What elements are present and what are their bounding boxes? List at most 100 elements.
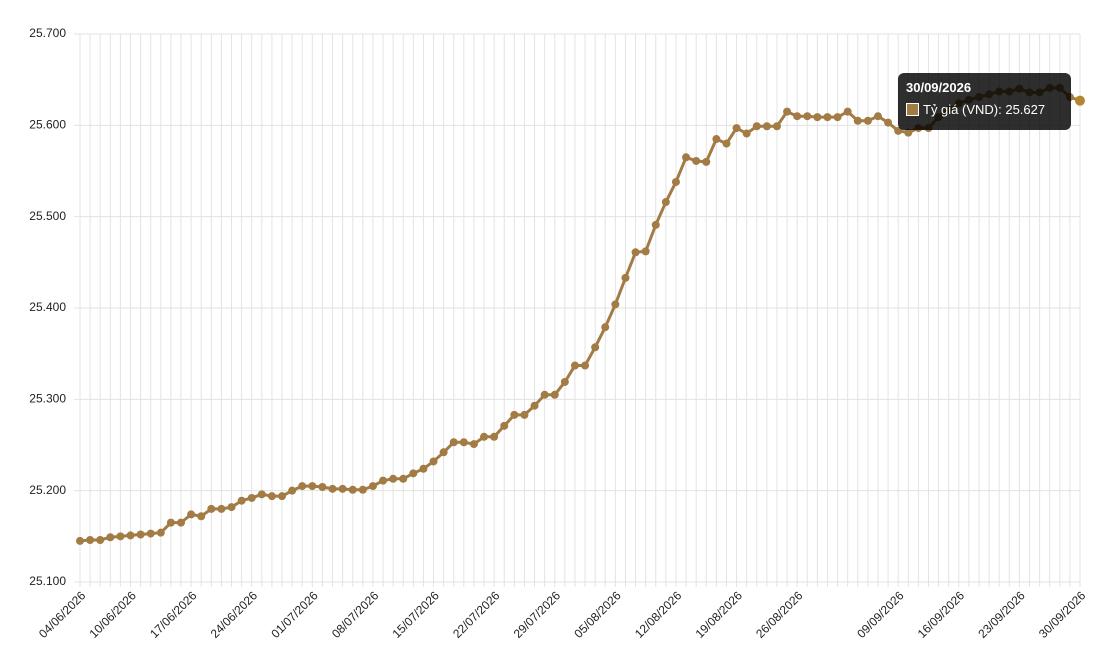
point bbox=[692, 156, 701, 165]
point bbox=[793, 112, 802, 121]
point bbox=[348, 485, 357, 494]
point bbox=[227, 503, 236, 512]
y-tick-label: 25.400 bbox=[29, 300, 66, 314]
point bbox=[651, 220, 660, 229]
point bbox=[267, 492, 276, 501]
point bbox=[86, 535, 95, 544]
x-tick-label: 23/09/2026 bbox=[975, 588, 1028, 641]
point bbox=[510, 410, 519, 419]
x-tick-label: 09/09/2026 bbox=[854, 588, 907, 641]
point bbox=[217, 504, 226, 513]
x-tick-label: 22/07/2026 bbox=[450, 588, 503, 641]
tooltip: 30/09/2026 Tỷ giá (VND): 25.627 bbox=[898, 73, 1071, 130]
point bbox=[570, 361, 579, 370]
point bbox=[550, 390, 559, 399]
line bbox=[79, 86, 1081, 543]
point bbox=[904, 128, 913, 137]
point bbox=[803, 112, 812, 121]
point bbox=[247, 493, 256, 502]
point bbox=[76, 536, 84, 545]
point bbox=[661, 198, 670, 207]
y-tick-label: 25.300 bbox=[29, 392, 66, 406]
point bbox=[823, 113, 832, 122]
point bbox=[631, 248, 640, 257]
point bbox=[146, 529, 155, 538]
point bbox=[257, 490, 266, 499]
point bbox=[581, 361, 590, 370]
point bbox=[742, 129, 751, 138]
point bbox=[621, 273, 630, 282]
point bbox=[682, 153, 691, 162]
point bbox=[783, 107, 792, 116]
y-tick-label: 25.500 bbox=[29, 209, 66, 223]
point bbox=[288, 486, 297, 495]
point bbox=[853, 116, 862, 125]
point bbox=[772, 122, 781, 131]
point bbox=[480, 432, 489, 441]
point bbox=[96, 535, 105, 544]
point bbox=[641, 247, 650, 256]
point bbox=[116, 532, 125, 541]
point bbox=[156, 528, 165, 537]
point bbox=[338, 484, 347, 493]
x-tick-label: 29/07/2026 bbox=[511, 588, 564, 641]
point bbox=[490, 432, 499, 441]
point bbox=[833, 113, 842, 122]
point bbox=[126, 531, 135, 540]
point bbox=[298, 482, 307, 491]
x-tick-label: 30/09/2026 bbox=[1036, 588, 1089, 641]
y-tick-label: 25.700 bbox=[29, 26, 66, 40]
x-tick-label: 04/06/2026 bbox=[36, 588, 89, 641]
y-tick-label: 25.600 bbox=[29, 118, 66, 132]
tooltip-body: Tỷ giá (VND): 25.627 bbox=[906, 102, 1063, 117]
point bbox=[863, 116, 872, 125]
point bbox=[389, 474, 398, 483]
point bbox=[722, 139, 731, 148]
point bbox=[429, 457, 438, 466]
point bbox=[459, 438, 468, 447]
x-tick-label: 01/07/2026 bbox=[268, 588, 321, 641]
point bbox=[197, 512, 206, 521]
tooltip-title: 30/09/2026 bbox=[906, 80, 972, 95]
x-tick-label: 17/06/2026 bbox=[147, 588, 200, 641]
x-tick-label: 16/09/2026 bbox=[915, 588, 968, 641]
point bbox=[449, 438, 458, 447]
point bbox=[409, 469, 418, 478]
point bbox=[1075, 95, 1085, 106]
x-tick-label: 26/08/2026 bbox=[753, 588, 806, 641]
point bbox=[379, 476, 388, 485]
point bbox=[560, 377, 569, 386]
point bbox=[762, 122, 771, 131]
point bbox=[884, 118, 893, 127]
point bbox=[328, 484, 337, 493]
point bbox=[732, 124, 741, 133]
point bbox=[752, 122, 761, 131]
point bbox=[278, 492, 287, 501]
point bbox=[712, 135, 721, 144]
point bbox=[136, 530, 145, 539]
x-tick-label: 12/08/2026 bbox=[632, 588, 685, 641]
point bbox=[813, 113, 822, 122]
tooltip-swatch bbox=[906, 103, 919, 116]
point bbox=[237, 496, 246, 505]
x-tick-label: 10/06/2026 bbox=[86, 588, 139, 641]
point bbox=[106, 533, 115, 542]
y-tick-label: 25.100 bbox=[29, 574, 66, 588]
point bbox=[308, 482, 317, 491]
point bbox=[520, 410, 529, 419]
point bbox=[500, 421, 509, 430]
point bbox=[591, 343, 600, 352]
point bbox=[671, 177, 680, 186]
point bbox=[702, 157, 711, 166]
point bbox=[358, 485, 367, 494]
point bbox=[177, 518, 186, 527]
point bbox=[207, 504, 216, 513]
x-tick-label: 24/06/2026 bbox=[208, 588, 261, 641]
point bbox=[419, 464, 428, 473]
point bbox=[601, 323, 610, 332]
point bbox=[873, 112, 882, 121]
point bbox=[368, 482, 377, 491]
point bbox=[187, 510, 196, 519]
x-tick-label: 05/08/2026 bbox=[571, 588, 624, 641]
